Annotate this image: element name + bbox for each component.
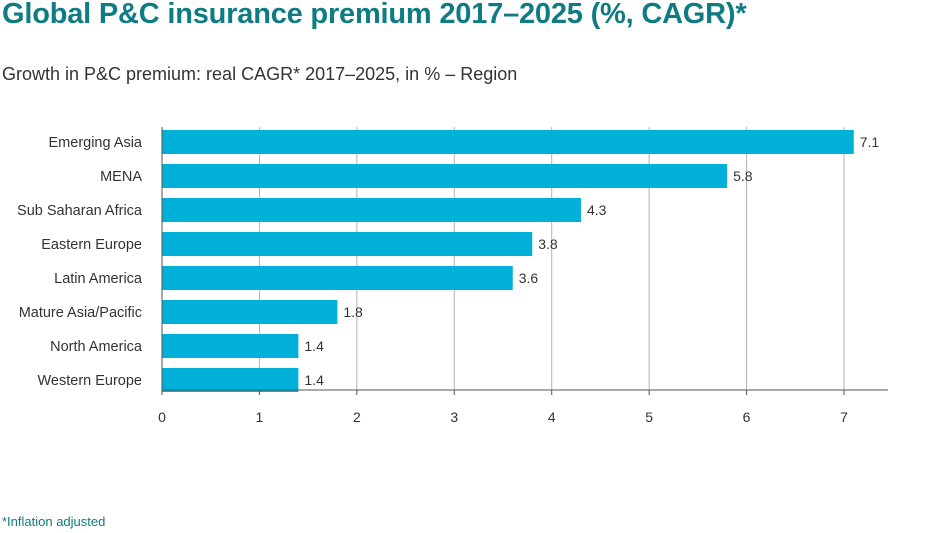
category-label: Western Europe	[37, 373, 142, 389]
x-tick-label: 6	[743, 409, 751, 425]
bar	[162, 130, 854, 154]
data-label: 1.4	[304, 372, 324, 388]
bar	[162, 300, 338, 324]
category-label: Mature Asia/Pacific	[19, 305, 142, 321]
bar	[162, 164, 728, 188]
data-label: 5.8	[733, 168, 753, 184]
bar	[162, 266, 513, 290]
x-tick-label: 0	[158, 409, 166, 425]
bar	[162, 334, 299, 358]
x-tick-label: 5	[645, 409, 653, 425]
category-label: Eastern Europe	[41, 237, 142, 253]
category-label: North America	[50, 339, 143, 355]
chart-subtitle: Growth in P&C premium: real CAGR* 2017–2…	[2, 64, 518, 84]
category-label: Emerging Asia	[49, 135, 143, 151]
data-label: 7.1	[860, 134, 880, 150]
category-label: Latin America	[54, 271, 143, 287]
data-label: 3.6	[519, 270, 539, 286]
bar	[162, 368, 299, 392]
category-label: MENA	[100, 169, 142, 185]
x-tick-label: 2	[353, 409, 361, 425]
x-tick-label: 7	[840, 409, 848, 425]
data-label: 4.3	[587, 202, 607, 218]
x-tick-label: 4	[548, 409, 556, 425]
chart-title: Global P&C insurance premium 2017–2025 (…	[2, 0, 747, 30]
bar	[162, 198, 581, 222]
category-label: Sub Saharan Africa	[17, 203, 143, 219]
data-label: 1.8	[343, 304, 363, 320]
x-tick-label: 1	[256, 409, 264, 425]
data-label: 3.8	[538, 236, 558, 252]
x-tick-label: 3	[450, 409, 458, 425]
bar	[162, 232, 533, 256]
data-label: 1.4	[304, 338, 324, 354]
footnote: *Inflation adjusted	[2, 514, 106, 529]
